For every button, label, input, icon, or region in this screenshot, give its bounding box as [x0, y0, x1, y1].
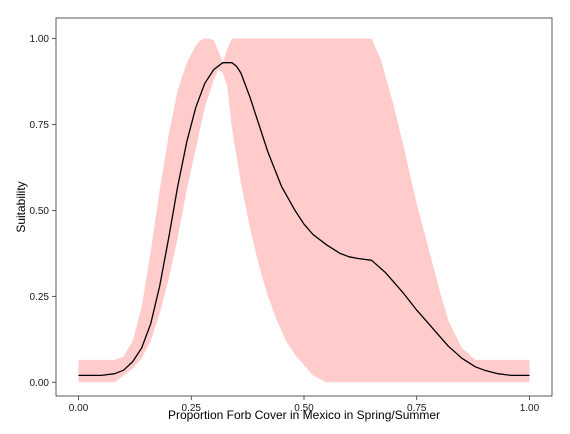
series-line-0 — [78, 62, 530, 377]
x-axis-title: Proportion Forb Cover in Mexico in Sprin… — [168, 408, 440, 422]
x-tick-label: 0.00 — [69, 403, 89, 414]
x-tick-label: 0.25 — [182, 403, 202, 414]
y-tick-label: 0.50 — [30, 206, 50, 217]
x-tick-label: 1.00 — [520, 403, 540, 414]
axes: 0.00 0.25 0.50 0.75 1.00 0.00 0.25 0.50 0.75 1.00 — [30, 34, 540, 414]
x-tick-label: 0.50 — [294, 403, 314, 414]
y-tick-label: 0.75 — [30, 120, 50, 131]
y-axis-title: Suitability — [14, 181, 28, 232]
plot-area — [78, 38, 530, 383]
x-tick-label: 0.75 — [407, 403, 427, 414]
y-tick-label: 0.00 — [30, 378, 50, 389]
y-tick-label: 1.00 — [30, 34, 50, 45]
y-tick-label: 0.25 — [30, 292, 50, 303]
